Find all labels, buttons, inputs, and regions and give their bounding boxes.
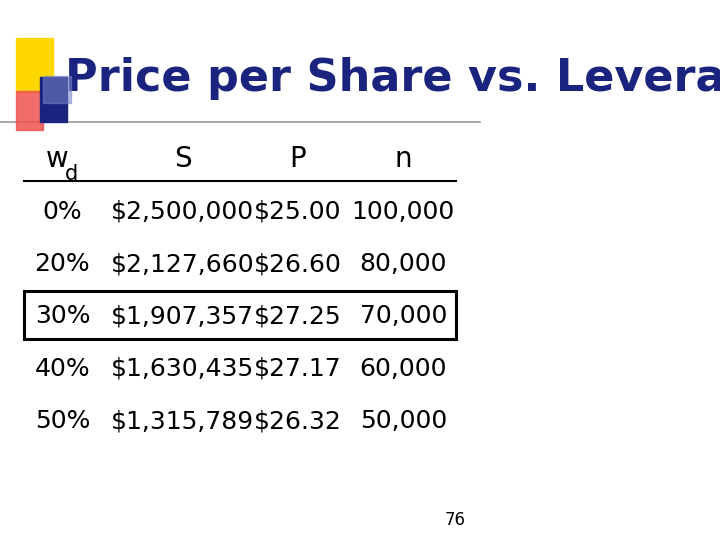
Text: 40%: 40%: [35, 357, 90, 381]
Text: 50%: 50%: [35, 409, 90, 433]
Text: w: w: [46, 145, 69, 173]
Text: $2,500,000: $2,500,000: [111, 200, 254, 224]
Text: $26.60: $26.60: [253, 252, 342, 276]
Text: 20%: 20%: [35, 252, 90, 276]
FancyBboxPatch shape: [24, 291, 456, 339]
Text: $1,315,789: $1,315,789: [111, 409, 254, 433]
Text: $1,630,435: $1,630,435: [111, 357, 254, 381]
Text: n: n: [395, 145, 412, 173]
Text: 80,000: 80,000: [359, 252, 447, 276]
Text: $27.17: $27.17: [254, 357, 341, 381]
Text: 100,000: 100,000: [351, 200, 455, 224]
Text: $25.00: $25.00: [254, 200, 341, 224]
Text: $27.25: $27.25: [254, 305, 341, 328]
Text: $1,907,357: $1,907,357: [111, 305, 254, 328]
Text: $26.32: $26.32: [253, 409, 342, 433]
Text: 30%: 30%: [35, 305, 90, 328]
Text: 0%: 0%: [42, 200, 82, 224]
Text: d: d: [65, 164, 78, 185]
Text: $2,127,660: $2,127,660: [111, 252, 254, 276]
Text: 60,000: 60,000: [359, 357, 447, 381]
Text: 70,000: 70,000: [360, 305, 447, 328]
Text: S: S: [174, 145, 192, 173]
Text: P: P: [289, 145, 306, 173]
Text: Price per Share vs. Leverage: Price per Share vs. Leverage: [65, 57, 720, 100]
Text: 50,000: 50,000: [360, 409, 447, 433]
Text: 76: 76: [445, 511, 466, 529]
